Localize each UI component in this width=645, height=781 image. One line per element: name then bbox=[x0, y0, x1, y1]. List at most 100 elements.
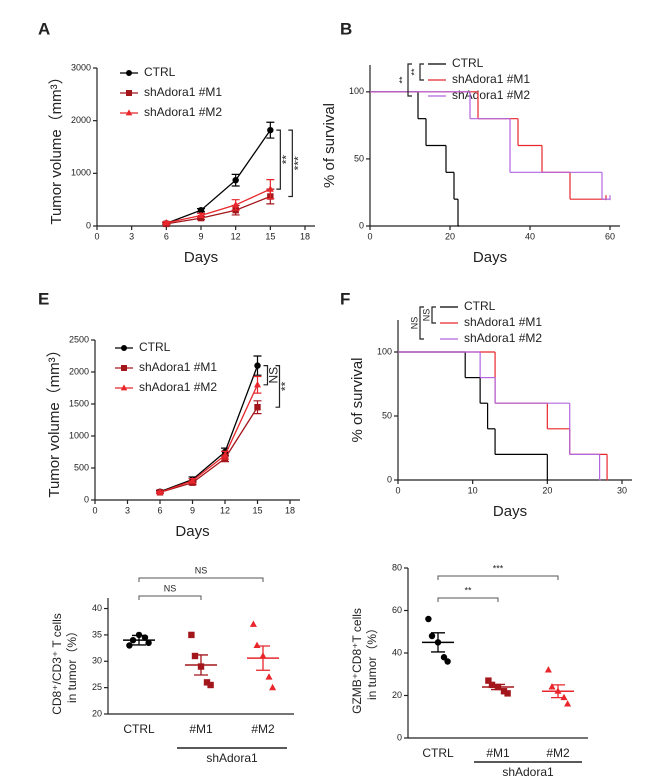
significance-label: ** bbox=[409, 68, 419, 76]
x-tick-label: 40 bbox=[525, 231, 535, 241]
y-tick-label: 2500 bbox=[69, 334, 89, 344]
y-axis-label: Tumor volume（mm³） bbox=[48, 69, 65, 224]
x-tick-label: 0 bbox=[94, 231, 99, 241]
marker bbox=[564, 700, 572, 707]
significance-bracket bbox=[431, 306, 436, 324]
marker bbox=[544, 666, 552, 673]
y-tick-label: 1000 bbox=[71, 168, 91, 178]
marker bbox=[121, 345, 127, 351]
y-tick-label: 0 bbox=[86, 220, 91, 230]
panel-letter: F bbox=[340, 289, 350, 308]
y-tick-label: 2000 bbox=[71, 115, 91, 125]
significance-label: ** bbox=[464, 585, 472, 595]
marker bbox=[254, 404, 261, 411]
significance-bracket bbox=[419, 63, 424, 81]
legend-label: CTRL bbox=[139, 340, 171, 354]
error-bar bbox=[194, 654, 208, 676]
marker bbox=[500, 688, 508, 695]
marker bbox=[126, 642, 133, 649]
error-bar bbox=[256, 645, 270, 671]
y-axis-label: % of survival bbox=[349, 357, 366, 442]
x-tick-label: #M2 bbox=[251, 722, 275, 736]
marker bbox=[444, 658, 451, 665]
legend-label: shAdora1 #M1 bbox=[139, 360, 217, 374]
significance-label: ** bbox=[397, 76, 407, 84]
series-line bbox=[159, 406, 259, 493]
group-label: shAdora1 bbox=[206, 751, 258, 765]
significance-bracket bbox=[275, 365, 281, 408]
marker bbox=[162, 219, 170, 226]
y-axis-label: in tumor（%） bbox=[65, 625, 79, 703]
marker bbox=[548, 683, 556, 690]
x-tick-label: CTRL bbox=[123, 722, 155, 736]
x-tick-label: 9 bbox=[190, 505, 195, 515]
x-tick-label: 60 bbox=[605, 231, 615, 241]
legend-label: CTRL bbox=[464, 299, 496, 313]
marker bbox=[203, 679, 211, 686]
marker bbox=[428, 632, 436, 640]
x-tick-label: 0 bbox=[92, 505, 97, 515]
group-label: shAdora1 bbox=[502, 765, 554, 779]
marker bbox=[485, 677, 492, 684]
significance-bracket bbox=[437, 575, 559, 580]
y-axis-label: Tumor volume（mm³） bbox=[46, 342, 63, 497]
x-tick-label: 3 bbox=[125, 505, 130, 515]
y-tick-label: 0 bbox=[387, 474, 392, 484]
y-tick-label: 80 bbox=[392, 562, 402, 572]
y-tick-label: 100 bbox=[377, 346, 392, 356]
y-tick-label: 20 bbox=[392, 690, 402, 700]
x-tick-label: 10 bbox=[468, 485, 478, 495]
y-tick-label: 25 bbox=[92, 682, 102, 692]
x-axis-label: Days bbox=[184, 249, 218, 266]
legend-label: shAdora1 #M2 bbox=[139, 380, 217, 394]
significance-label: NS bbox=[421, 309, 431, 322]
legend-label: shAdora1 #M1 bbox=[452, 72, 530, 86]
legend-label: shAdora1 #M2 bbox=[452, 88, 530, 102]
marker bbox=[126, 70, 132, 76]
marker bbox=[267, 126, 274, 134]
marker bbox=[254, 362, 261, 369]
x-tick-label: 15 bbox=[252, 505, 262, 515]
x-tick-label: 0 bbox=[367, 231, 372, 241]
x-tick-label: #M2 bbox=[546, 746, 570, 760]
error-bar bbox=[551, 684, 565, 699]
x-tick-label: #M1 bbox=[189, 722, 213, 736]
marker bbox=[188, 476, 197, 484]
marker bbox=[221, 451, 229, 458]
marker bbox=[197, 211, 205, 219]
x-tick-label: CTRL bbox=[422, 746, 454, 760]
marker bbox=[197, 207, 205, 214]
significance-bracket bbox=[437, 597, 499, 602]
significance-bracket bbox=[138, 595, 202, 600]
significance-label: NS bbox=[267, 367, 281, 384]
significance-label: *** bbox=[292, 156, 306, 170]
significance-bracket bbox=[288, 129, 293, 198]
marker bbox=[121, 365, 127, 371]
panel-letter: B bbox=[340, 19, 352, 38]
y-tick-label: 1000 bbox=[69, 430, 89, 440]
legend-label: shAdora1 #M1 bbox=[464, 315, 542, 329]
y-tick-label: 50 bbox=[354, 153, 364, 163]
significance-label: ** bbox=[279, 381, 293, 391]
series-line bbox=[159, 365, 259, 493]
y-tick-label: 60 bbox=[392, 605, 402, 615]
y-tick-label: 20 bbox=[92, 708, 102, 718]
x-tick-label: 6 bbox=[164, 231, 169, 241]
error-bar bbox=[431, 632, 445, 653]
significance-label: *** bbox=[493, 563, 504, 573]
y-axis-label: GZMB⁺CD8⁺T cells bbox=[350, 608, 364, 714]
marker bbox=[232, 176, 239, 184]
y-tick-label: 40 bbox=[392, 647, 402, 657]
series-line bbox=[166, 195, 271, 225]
y-tick-label: 35 bbox=[92, 629, 102, 639]
x-tick-label: 12 bbox=[231, 231, 241, 241]
y-tick-label: 50 bbox=[382, 410, 392, 420]
series-line bbox=[166, 129, 271, 224]
marker bbox=[191, 652, 199, 660]
marker bbox=[440, 654, 448, 661]
marker bbox=[188, 631, 195, 639]
significance-label: NS bbox=[195, 565, 208, 575]
y-tick-label: 0 bbox=[359, 220, 364, 230]
x-tick-label: 12 bbox=[220, 505, 230, 515]
marker bbox=[504, 690, 511, 697]
